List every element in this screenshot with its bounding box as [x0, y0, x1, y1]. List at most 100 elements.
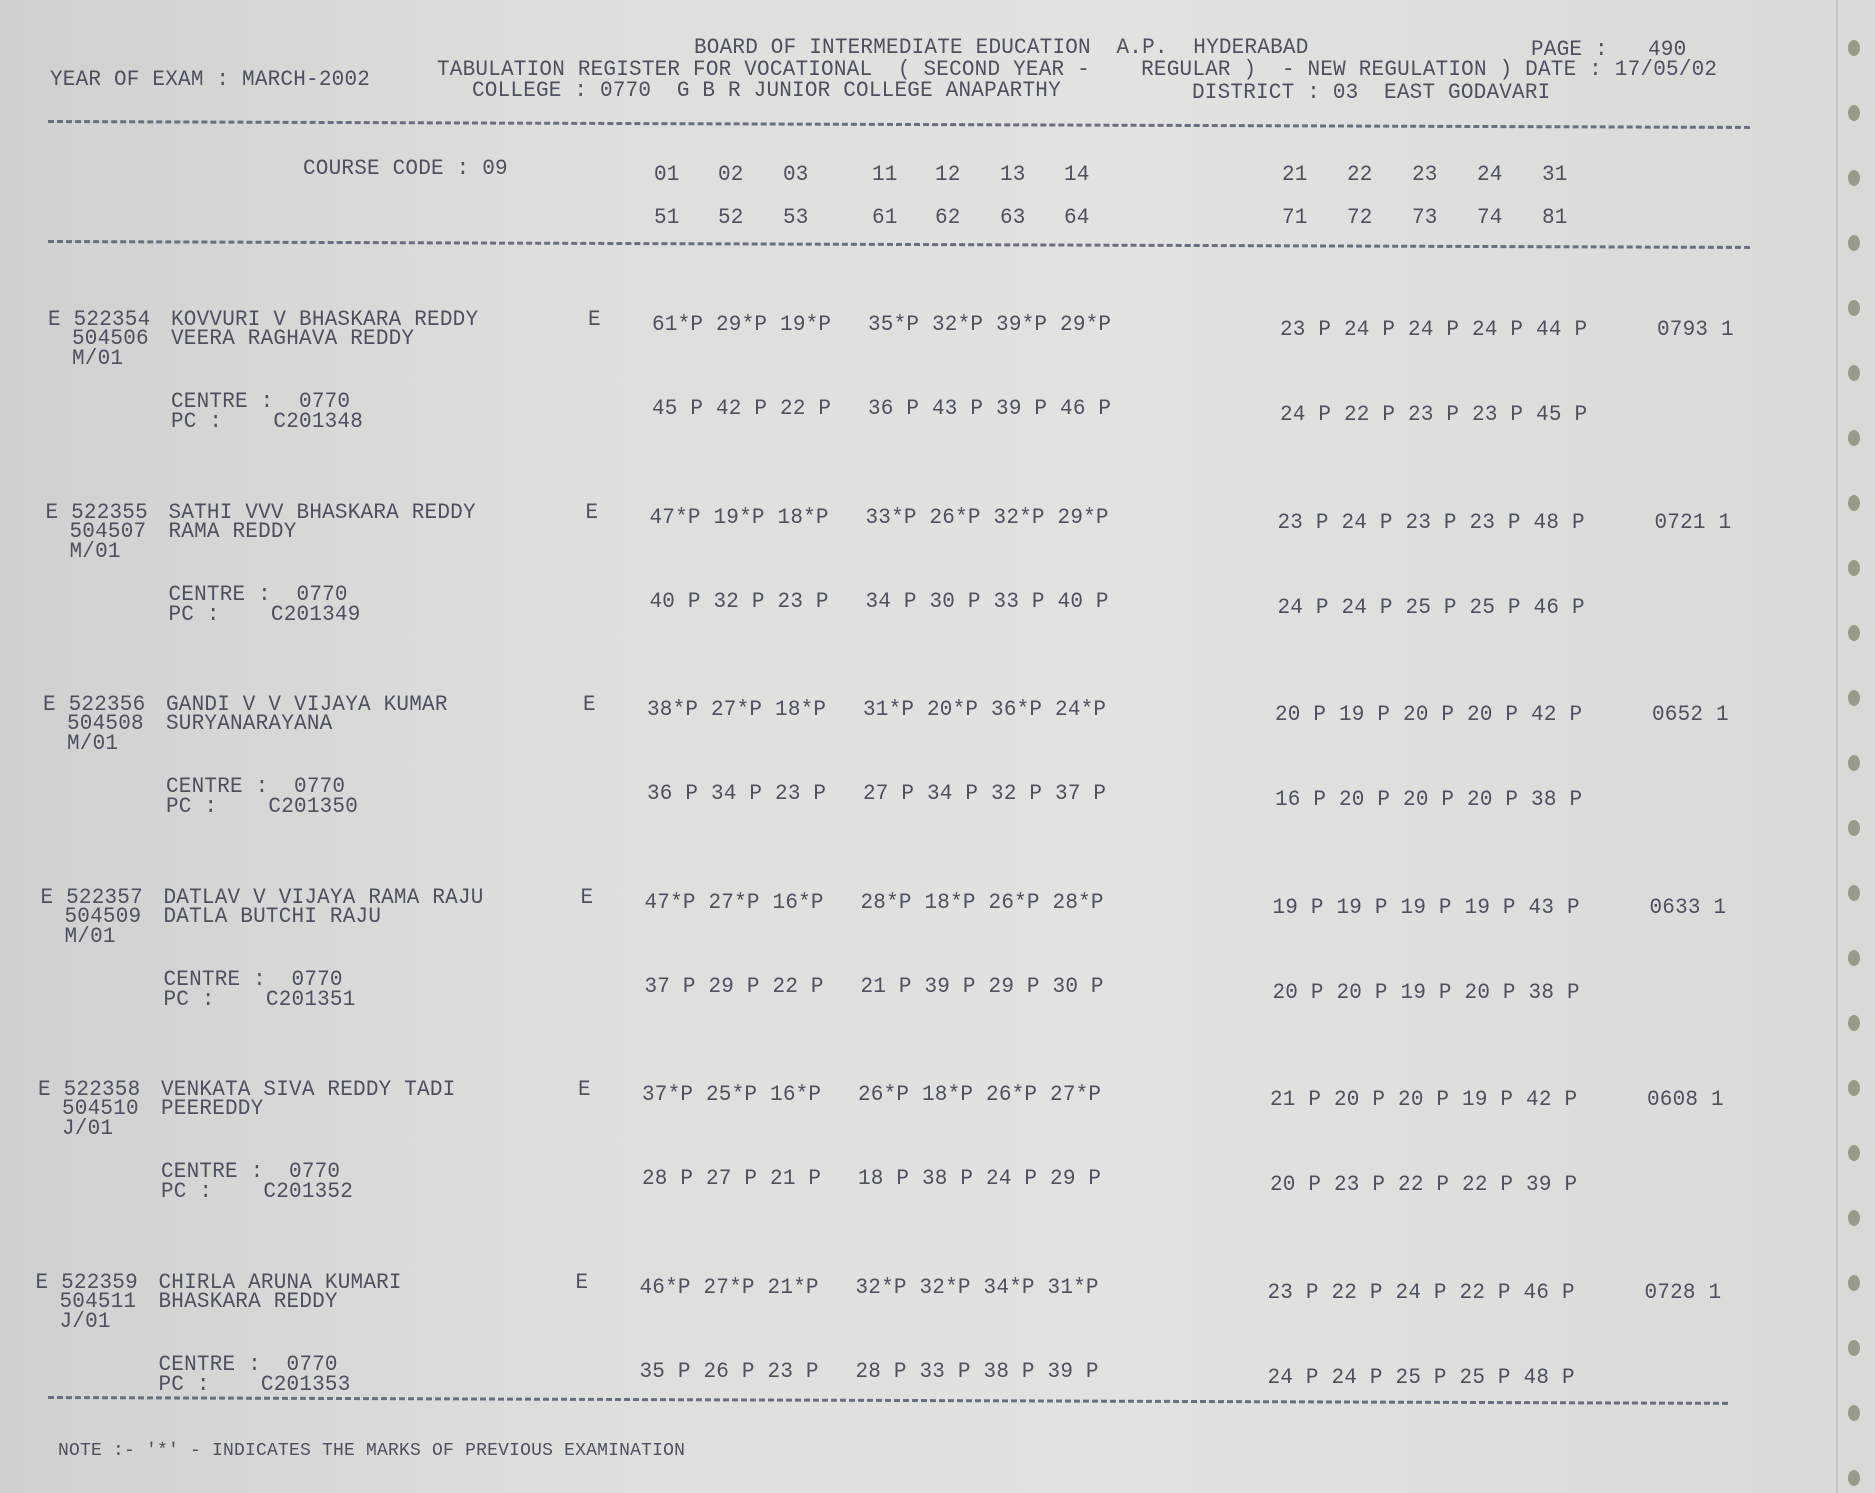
tractor-hole	[1848, 950, 1860, 966]
column-code: 53	[783, 206, 809, 231]
column-code: 12	[935, 163, 961, 188]
year-of-exam: YEAR OF EXAM : MARCH-2002	[50, 68, 371, 93]
first-year-marks-1: 36 P 34 P 23 P	[647, 782, 827, 807]
marks-group-2: 31*P 20*P 36*P 24*P	[863, 698, 1107, 723]
first-year-marks-3: 24 P 24 P 25 P 25 P 48 P	[1267, 1365, 1575, 1391]
column-divider	[47, 240, 1750, 249]
student-name: CHIRLA ARUNA KUMARI	[158, 1270, 402, 1296]
column-code: 21	[1282, 163, 1308, 188]
roll-number: E 522359	[35, 1270, 138, 1296]
first-year-marks-3: 20 P 23 P 22 P 22 P 39 P	[1270, 1173, 1578, 1198]
marks-group-3: 19 P 19 P 19 P 19 P 43 P	[1272, 895, 1580, 921]
father-name: DATLA BUTCHI RAJU	[163, 904, 382, 930]
group-code: M/01	[64, 924, 116, 950]
total-marks: 0608 1	[1647, 1088, 1724, 1113]
registration-number: 504508	[67, 712, 144, 737]
tractor-hole	[1848, 365, 1860, 381]
register-title: TABULATION REGISTER FOR VOCATIONAL ( SEC…	[437, 58, 1718, 83]
group-code: M/01	[69, 539, 121, 565]
tractor-hole	[1848, 755, 1860, 771]
column-code: 14	[1064, 163, 1090, 188]
course-code: COURSE CODE : 09	[303, 157, 508, 182]
first-year-marks-1: 40 P 32 P 23 P	[649, 589, 829, 615]
first-year-marks-3: 24 P 24 P 25 P 25 P 46 P	[1277, 595, 1585, 621]
first-year-marks-3: 20 P 20 P 19 P 20 P 38 P	[1272, 980, 1580, 1006]
column-code: 31	[1542, 163, 1568, 188]
student-record: E 522355 504507 M/01 SATHI VVV BHASKARA RED…	[0, 500, 1875, 693]
student-name: KOVVURI V BHASKARA REDDY	[171, 308, 479, 333]
roll-number: E 522357	[40, 885, 143, 911]
medium: E	[575, 1270, 589, 1296]
roll-number: E 522355	[45, 500, 148, 526]
student-name: SATHI VVV BHASKARA REDDY	[168, 500, 476, 526]
column-code: 62	[935, 206, 961, 231]
tractor-hole	[1848, 105, 1860, 121]
group-code: M/01	[67, 732, 119, 757]
marks-group-1: 61*P 29*P 19*P	[652, 313, 832, 338]
marks-group-2: 35*P 32*P 39*P 29*P	[868, 313, 1112, 338]
tractor-hole	[1848, 690, 1860, 706]
group-code: J/01	[59, 1309, 111, 1335]
medium: E	[578, 1078, 591, 1103]
tractor-hole	[1848, 820, 1860, 836]
registration-number: 504506	[72, 327, 149, 352]
student-record: E 522359 504511 J/01 CHIRLA ARUNA KUMARI BHA…	[0, 1270, 1875, 1463]
first-year-marks-1: 28 P 27 P 21 P	[642, 1167, 822, 1192]
centre: CENTRE : 0770	[161, 1160, 341, 1185]
marks-group-3: 21 P 20 P 20 P 19 P 42 P	[1270, 1088, 1578, 1113]
first-year-marks-3: 24 P 22 P 23 P 23 P 45 P	[1280, 403, 1588, 428]
student-record: E 522358 504510 J/01 VENKATA SIVA REDDY TAD…	[0, 1078, 1875, 1270]
medium: E	[583, 693, 596, 718]
group-code: M/01	[72, 347, 124, 372]
column-code: 11	[872, 163, 898, 188]
father-name: BHASKARA REDDY	[158, 1289, 338, 1315]
marks-group-2: 28*P 18*P 26*P 28*P	[860, 890, 1104, 916]
first-year-marks-2: 18 P 38 P 24 P 29 P	[858, 1167, 1102, 1192]
board-title: BOARD OF INTERMEDIATE EDUCATION A.P. HYD…	[694, 36, 1309, 61]
page-number: 490	[1648, 38, 1687, 63]
pc-number: PC : C201350	[166, 795, 359, 820]
tractor-hole	[1848, 235, 1860, 251]
first-year-marks-1: 45 P 42 P 22 P	[652, 397, 832, 422]
marks-group-1: 47*P 19*P 18*P	[649, 505, 829, 531]
first-year-marks-2: 36 P 43 P 39 P 46 P	[868, 397, 1112, 422]
father-name: PEEREDDY	[161, 1097, 264, 1122]
tractor-hole	[1848, 1405, 1860, 1421]
header-divider	[47, 120, 1750, 129]
medium: E	[588, 308, 601, 333]
column-code: 13	[1000, 163, 1026, 188]
tractor-hole	[1848, 1340, 1860, 1356]
column-code: 02	[718, 163, 744, 188]
tractor-hole	[1848, 170, 1860, 186]
centre: CENTRE : 0770	[166, 775, 346, 800]
column-code: 72	[1347, 206, 1373, 231]
pc-number: PC : C201352	[161, 1180, 354, 1205]
tractor-hole	[1848, 1015, 1860, 1031]
first-year-marks-2: 34 P 30 P 33 P 40 P	[865, 589, 1109, 615]
district: DISTRICT : 03 EAST GODAVARI	[1192, 81, 1551, 106]
tractor-hole	[1848, 1470, 1860, 1486]
column-code: 01	[654, 163, 680, 188]
student-name: GANDI V V VIJAYA KUMAR	[166, 693, 448, 718]
student-record: E 522356 504508 M/01 GANDI V V VIJAYA KUMAR…	[0, 693, 1875, 885]
centre: CENTRE : 0770	[168, 582, 348, 608]
roll-number: E 522358	[38, 1078, 141, 1103]
marks-group-2: 33*P 26*P 32*P 29*P	[865, 505, 1109, 531]
tractor-hole	[1848, 40, 1860, 56]
perforation-edge	[1836, 0, 1838, 1493]
column-code: 73	[1412, 206, 1438, 231]
column-code: 81	[1542, 206, 1568, 231]
first-year-marks-2: 27 P 34 P 32 P 37 P	[863, 782, 1107, 807]
column-code: 24	[1477, 163, 1503, 188]
roll-number: E 522354	[48, 308, 151, 333]
college: COLLEGE : 0770 G B R JUNIOR COLLEGE ANAP…	[472, 79, 1061, 104]
pc-number: PC : C201351	[163, 987, 356, 1013]
tractor-hole	[1848, 1145, 1860, 1161]
column-code: 64	[1064, 206, 1090, 231]
tractor-hole	[1848, 560, 1860, 576]
marks-group-1: 37*P 25*P 16*P	[642, 1083, 822, 1108]
total-marks: 0652 1	[1652, 703, 1729, 728]
tractor-hole	[1848, 495, 1860, 511]
note: NOTE :- '*' - INDICATES THE MARKS OF PRE…	[58, 1440, 686, 1462]
student-record: E 522357 504509 M/01 DATLAV V VIJAYA RAMA R…	[0, 885, 1875, 1078]
